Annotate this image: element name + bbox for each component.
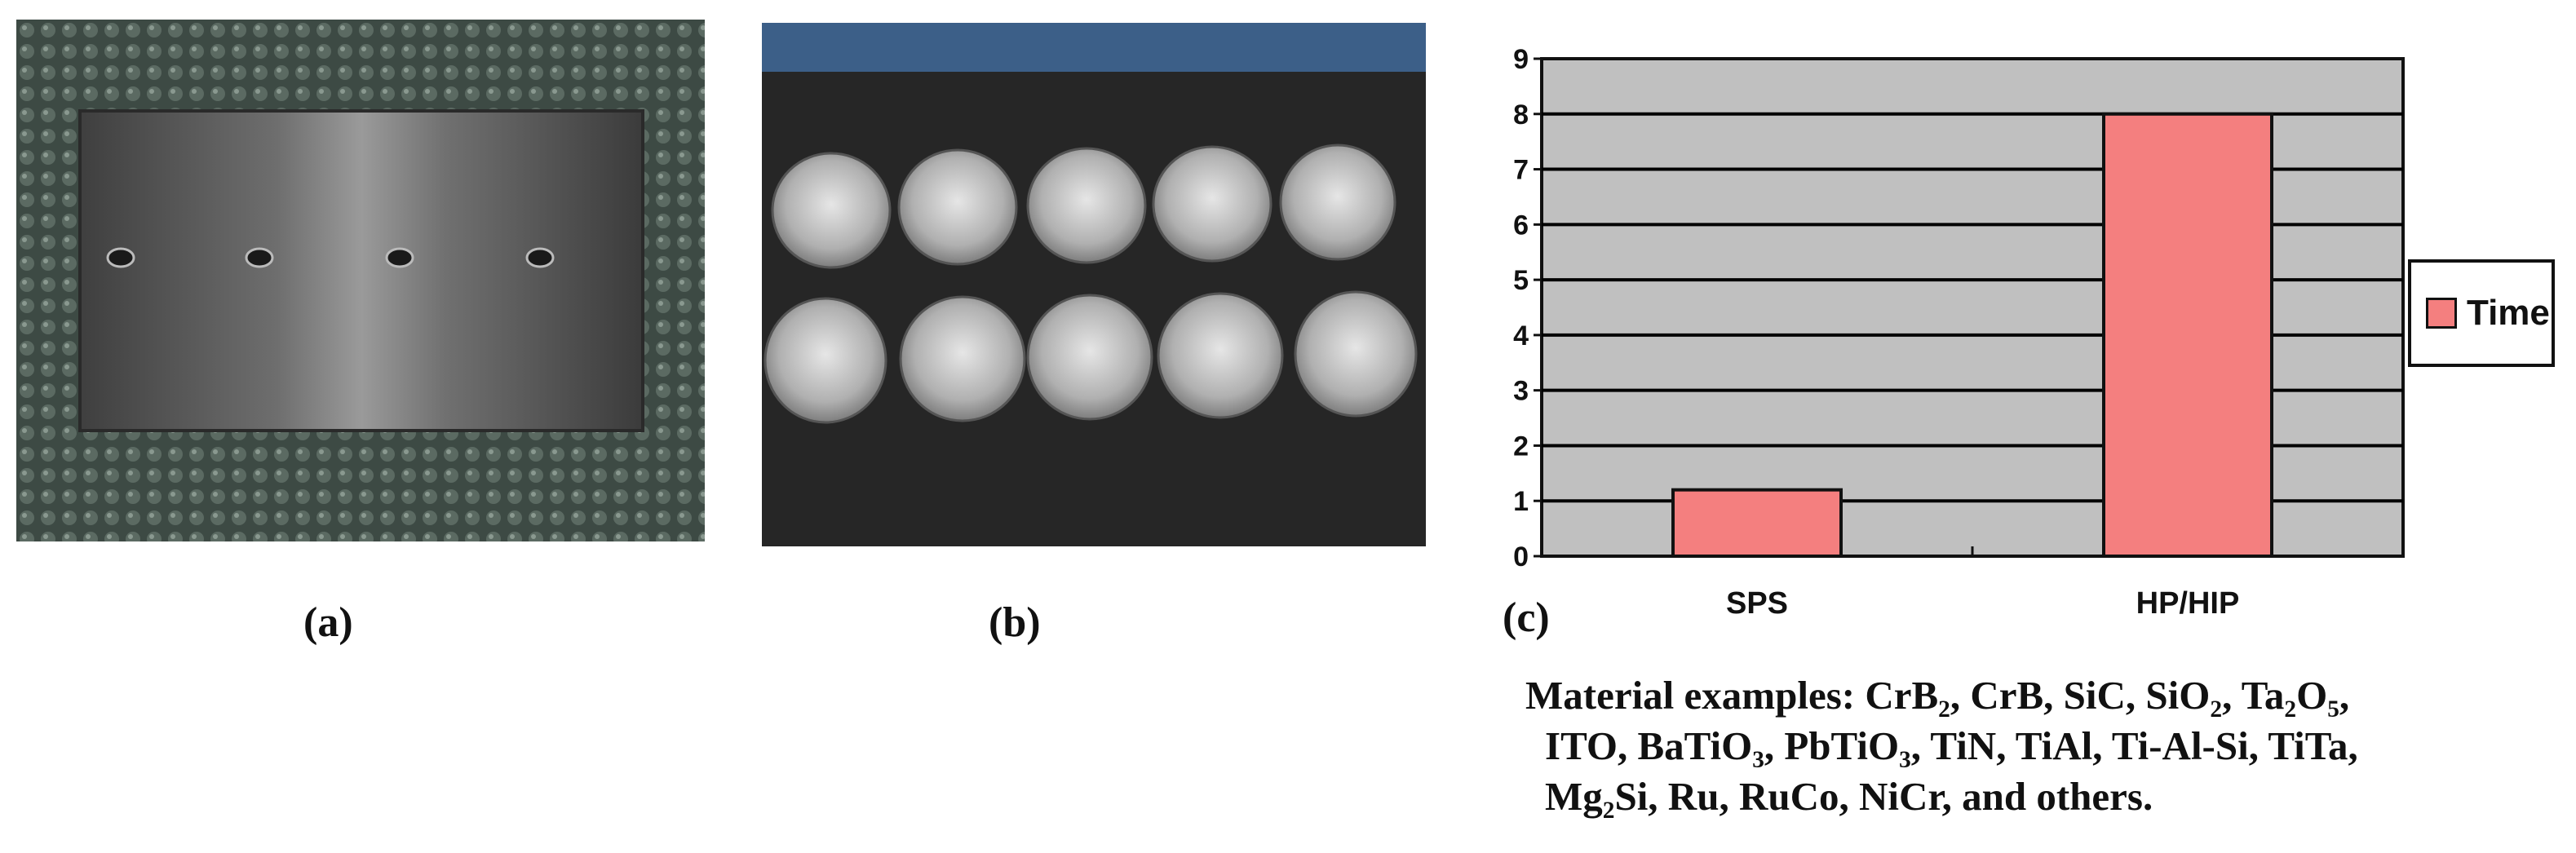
panel-label-b: (b) bbox=[989, 599, 1041, 646]
ytick-label-3: 3 bbox=[1513, 376, 1529, 407]
ytick-label-6: 6 bbox=[1513, 210, 1529, 241]
material-examples-line-2: ITO, BaTiO₃, PbTiO₃, TiN, TiAl, Ti-Al-Si… bbox=[1545, 723, 2358, 768]
chart-legend: Time bbox=[2408, 259, 2555, 367]
ytick-label-1: 1 bbox=[1513, 486, 1529, 517]
ytick-label-2: 2 bbox=[1513, 431, 1529, 462]
material-examples-text: Material examples: CrB₂, CrB, SiC, SiO₂,… bbox=[1525, 670, 2569, 822]
panel-label-c: (c) bbox=[1503, 594, 1550, 641]
plot-area bbox=[1540, 57, 2405, 558]
bar-sps bbox=[1671, 488, 1843, 559]
xtick-label-sps: SPS bbox=[1726, 586, 1788, 621]
chart-svg: 0 1 2 3 4 5 6 7 8 9 SPS HP/HIP bbox=[1513, 44, 2405, 621]
ytick-label-4: 4 bbox=[1513, 320, 1529, 351]
ytick-label-5: 5 bbox=[1513, 265, 1529, 296]
time-bar-chart: 0 1 2 3 4 5 6 7 8 9 SPS HP/HIP bbox=[1501, 41, 2561, 661]
legend-label: Time bbox=[2467, 293, 2550, 333]
legend-swatch bbox=[2426, 298, 2457, 329]
plate-photo-drawing bbox=[16, 20, 705, 541]
ytick-label-8: 8 bbox=[1513, 99, 1529, 130]
ytick-label-7: 7 bbox=[1513, 155, 1529, 186]
material-examples-line-3: Mg₂Si, Ru, RuCo, NiCr, and others. bbox=[1545, 774, 2153, 819]
ytick-label-0: 0 bbox=[1513, 541, 1529, 572]
ytick-label-9: 9 bbox=[1513, 44, 1529, 75]
photo-circular-targets bbox=[762, 23, 1426, 546]
bar-hp-hip bbox=[2102, 112, 2273, 559]
xtick-label-hp-hip: HP/HIP bbox=[2136, 586, 2240, 621]
photo-rectangular-plate bbox=[16, 20, 705, 541]
material-examples-line-1: Material examples: CrB₂, CrB, SiC, SiO₂,… bbox=[1525, 673, 2350, 718]
panel-label-a: (a) bbox=[303, 599, 353, 646]
targets-photo-drawing bbox=[762, 23, 1426, 546]
